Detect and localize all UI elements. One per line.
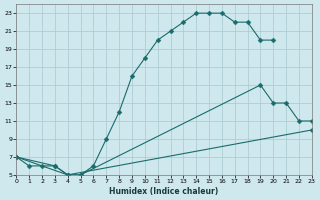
X-axis label: Humidex (Indice chaleur): Humidex (Indice chaleur): [109, 187, 219, 196]
